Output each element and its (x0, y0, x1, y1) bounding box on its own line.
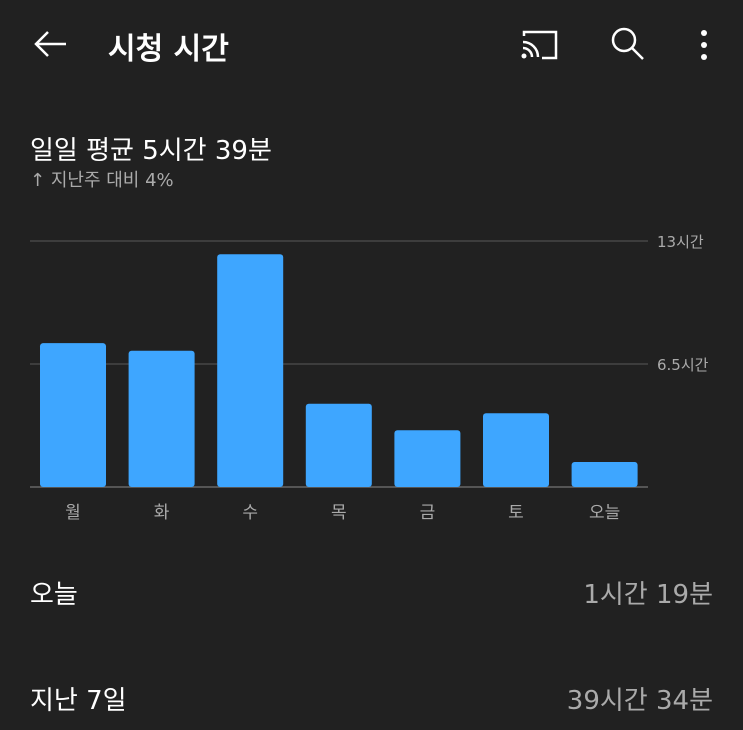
cast-button[interactable] (520, 28, 560, 66)
bar-5 (483, 413, 549, 487)
x-tick-label: 오늘 (589, 503, 620, 523)
bar-0 (40, 343, 106, 487)
bar-2 (217, 254, 284, 487)
x-tick-label: 월 (65, 503, 81, 523)
more-vert-icon (701, 30, 707, 60)
bar-6 (571, 462, 638, 487)
x-tick-label: 금 (420, 503, 436, 523)
stat-label: 오늘 (30, 580, 78, 610)
stat-value: 39시간 34분 (566, 686, 713, 716)
stat-last-7-days: 지난 7일 39시간 34분 (30, 680, 713, 717)
bar-3 (305, 403, 372, 487)
x-tick-label: 토 (508, 503, 524, 523)
stat-today: 오늘 1시간 19분 (30, 574, 713, 611)
search-icon (611, 27, 644, 60)
search-button[interactable] (610, 26, 646, 66)
bar-1 (128, 350, 195, 487)
page-title: 시청 시간 (108, 32, 229, 67)
arrow-up-icon: ↑ (30, 170, 46, 191)
back-arrow-icon (34, 31, 66, 57)
x-tick-label: 목 (331, 503, 347, 523)
stat-value: 1시간 19분 (583, 580, 713, 610)
bar-4 (394, 430, 461, 487)
weekly-comparison: ↑ 지난주 대비 4% (30, 166, 174, 192)
x-tick-label: 수 (242, 503, 258, 523)
comparison-text: 지난주 대비 4% (50, 170, 174, 191)
more-button[interactable] (694, 28, 714, 66)
stat-label: 지난 7일 (30, 686, 127, 716)
daily-average: 일일 평균 5시간 39분 (30, 136, 272, 166)
cast-icon (521, 30, 558, 60)
back-button[interactable] (30, 24, 70, 64)
y-tick-label: 13시간 (657, 233, 704, 251)
x-tick-label: 화 (154, 503, 170, 523)
y-tick-label: 6.5시간 (657, 356, 709, 374)
